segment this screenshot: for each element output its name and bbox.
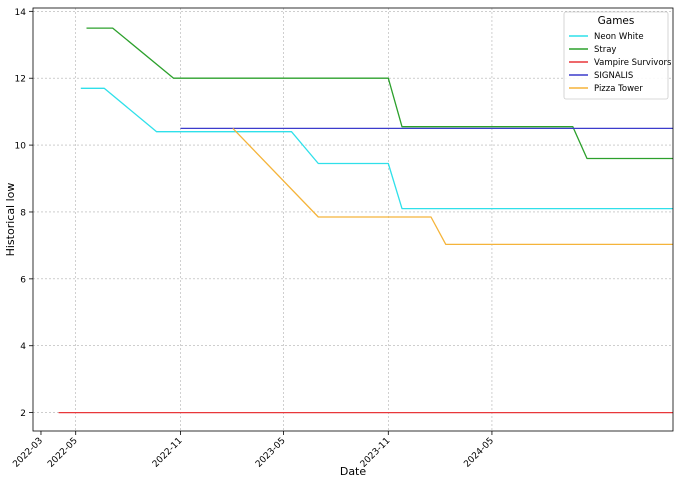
legend-label: Vampire Survivors [594,58,672,68]
grid [33,8,673,431]
x-tick-label: 2024-05 [462,436,496,470]
legend-title: Games [598,15,635,27]
x-axis-label: Date [340,465,367,478]
legend-box [563,11,669,100]
legend-label: Stray [594,45,616,55]
legend-label: Neon White [594,32,644,42]
series-line [86,27,673,160]
y-tick-label: 8 [20,208,26,218]
series-lines [58,27,673,414]
legend-label: SIGNALIS [594,71,633,81]
y-tick-label: 4 [20,342,26,352]
x-tick-label: 2022-05 [46,436,80,470]
y-axis-label: Historical low [4,183,17,257]
x-tick-label: 2023-05 [254,436,288,470]
y-tick-label: 6 [20,275,26,285]
x-tick-label: 2022-03 [11,436,45,470]
x-tick-label: 2022-11 [151,436,185,470]
y-tick-label: 12 [15,75,26,85]
y-tick-label: 10 [15,142,27,152]
legend-label: Pizza Tower [594,84,643,94]
legend-items: Neon White Stray Vampire Survivors SIGNALIS… [569,32,672,94]
y-tick-label: 14 [15,8,27,18]
axes: 2 4 6 8 10 12 14 2022-03 2022-05 2022-11 2023-05 20… [11,8,496,470]
series-line [80,87,673,210]
series-line [232,127,673,246]
y-tick-label: 2 [20,409,26,419]
legend: Games Neon White Stray Vampire Survivors SI… [563,11,672,100]
plot-frame [32,7,674,432]
